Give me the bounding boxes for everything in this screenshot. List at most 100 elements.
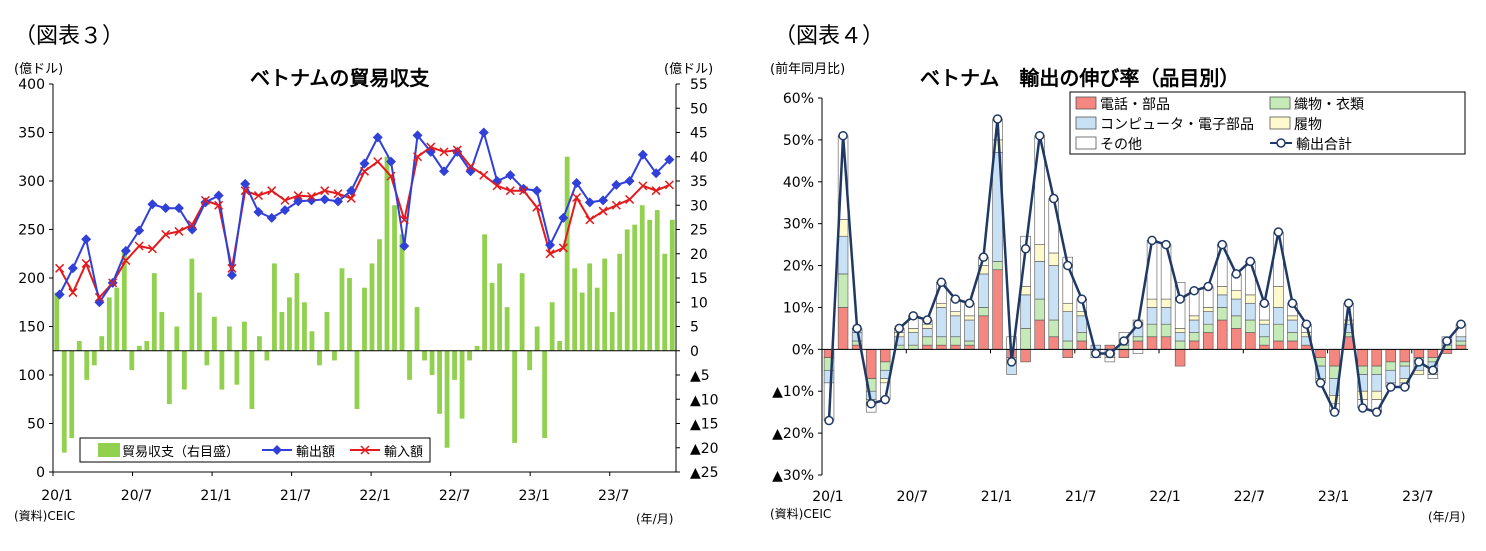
fig4-bar-phone (1132, 340, 1144, 350)
fig3-import-marker (558, 243, 568, 253)
fig4-bar-computer (1076, 315, 1088, 333)
fig4-total-marker (1203, 281, 1213, 292)
fig3-export-marker (664, 154, 675, 165)
fig4-bar-textile (1273, 323, 1284, 342)
fig4-bar-other (1427, 374, 1439, 379)
fig3-balance-bar (662, 253, 668, 351)
fig3-balance-bar (257, 336, 262, 351)
fig4-x-tick-label: 22/1 (1149, 489, 1180, 505)
fig3-import-marker (439, 147, 449, 157)
fig4-bar-footwear (1245, 294, 1256, 304)
fig4-bar-computer (1048, 265, 1059, 321)
fig3-balance-bar (654, 210, 660, 351)
fig4-bar-phone (1231, 328, 1242, 350)
fig3-import-marker (320, 186, 330, 196)
fig4-total-marker (866, 399, 876, 409)
fig3-export-line (58, 129, 671, 305)
fig3-balance-bar (489, 282, 495, 351)
fig3-import-marker (664, 180, 674, 190)
fig4-total-marker (908, 311, 919, 321)
fig4-bar-computer (1245, 302, 1256, 321)
fig3-export-marker (611, 179, 622, 190)
fig4-bar-phone (1427, 349, 1439, 359)
fig3-export-marker (266, 212, 277, 223)
fig4-bar-phone (1076, 340, 1088, 350)
fig3-right-tick-label: 25 (690, 223, 708, 239)
fig4-total-marker (1133, 319, 1143, 329)
fig4-legend-box (1069, 91, 1466, 155)
fig4-bar-phone (1188, 340, 1200, 350)
fig4-bar-phone (1034, 319, 1045, 350)
fig3-right-tick-label: ▲20 (690, 441, 719, 457)
fig4-bar-phone (1385, 349, 1396, 363)
fig4-bar-computer (1188, 319, 1200, 333)
fig4-total-marker (1357, 403, 1368, 413)
fig4-bar-footwear (1020, 286, 1031, 296)
fig3-right-tick-label: ▲15 (690, 417, 719, 433)
fig3-balance-bar (497, 263, 503, 351)
fig4-bar-textile (1188, 332, 1200, 342)
fig3-export-marker (332, 196, 343, 207)
fig3-import-marker (651, 186, 661, 196)
fig4-bar-textile (1455, 340, 1467, 346)
fig4-total-marker (894, 323, 904, 334)
fig4-bar-computer (1217, 294, 1228, 308)
fig4-total-marker (1301, 319, 1312, 329)
fig3-balance-bar (587, 263, 593, 351)
fig3-import-marker (452, 145, 462, 155)
fig4-total-marker (1161, 239, 1171, 250)
fig4-bar-phone (1202, 332, 1214, 350)
fig4-x-tick-label: 20/7 (897, 489, 928, 505)
fig3-right-tick-label: 45 (690, 126, 708, 142)
fig4-total-marker (1273, 227, 1284, 237)
fig4-bar-textile (1118, 344, 1130, 350)
fig4-bar-footwear (1062, 302, 1073, 312)
fig3-left-tick-label: 350 (18, 126, 45, 142)
fig4-bar-other (1245, 261, 1256, 296)
fig3-balance-bar (392, 205, 397, 351)
fig4-total-marker (1231, 269, 1242, 279)
fig3-import-marker (638, 181, 648, 191)
fig3-balance-bar (264, 350, 270, 361)
fig4-bar-computer (1160, 307, 1172, 325)
fig4-bar-textile (936, 336, 947, 346)
fig3-balance-bar (54, 292, 60, 351)
fig3-export-marker (226, 270, 237, 281)
fig3-export-marker (173, 203, 184, 214)
fig3-left-tick-label: 150 (18, 320, 45, 336)
fig3-right-tick-label: 50 (690, 101, 708, 117)
fig3-balance-bar (564, 156, 570, 351)
fig3-import-marker (585, 215, 595, 225)
fig3-balance-bar (317, 350, 322, 366)
fig3-balance-bar (369, 263, 375, 351)
fig3-export-marker (160, 203, 171, 214)
fig3-export-marker (372, 132, 383, 143)
fig3-export-marker (147, 199, 158, 210)
fig4-total-marker (1034, 130, 1045, 141)
fig4-bar-footwear (1034, 244, 1045, 262)
fig4-bar-computer (1020, 294, 1031, 329)
fig4-bar-other (1146, 240, 1158, 300)
fig4-bar-textile (879, 361, 891, 371)
fig4-total-marker (1189, 285, 1199, 296)
fig3-right-tick-label: 40 (690, 150, 708, 166)
fig4-legend (1069, 91, 1466, 155)
fig3-balance-bar (414, 307, 420, 351)
fig3-export-marker (386, 156, 397, 167)
fig3-balance-bar (482, 234, 487, 351)
fig3-balance-bar (129, 350, 135, 371)
fig4-bar-phone (936, 344, 947, 350)
figure3-label: （図表３） (14, 24, 125, 49)
fig3-import-marker (214, 200, 224, 210)
fig3-balance-bar (332, 350, 337, 361)
fig3-import-marker (572, 192, 582, 203)
fig3-export-marker (505, 170, 516, 181)
fig4-bar-phone (1301, 344, 1312, 350)
fig4-bar-other (1104, 357, 1116, 363)
fig3-balance-bar (339, 268, 345, 351)
fig4-bar-computer (1273, 307, 1284, 325)
fig3-right-tick-label: 30 (690, 198, 708, 214)
fig3-import-marker (94, 292, 104, 302)
fig3-x-tick-label: 22/1 (359, 488, 390, 504)
fig3-x-tick-label: 23/7 (598, 488, 629, 504)
